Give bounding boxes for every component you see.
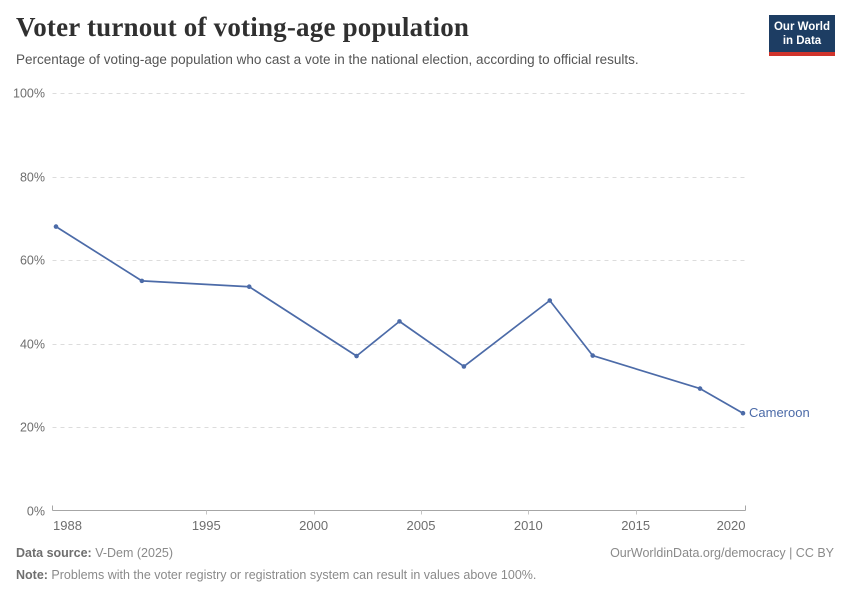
x-tick-label: 2010 [514, 518, 543, 533]
owid-logo-stripe [769, 52, 835, 56]
data-point[interactable] [590, 353, 596, 358]
data-line[interactable] [55, 225, 744, 415]
y-tick-label: 20% [20, 421, 45, 435]
page-title: Voter turnout of voting-age population [16, 12, 470, 42]
data-point[interactable] [740, 410, 746, 416]
footer-datasource-label: Data source: [16, 546, 92, 560]
footer-note-label: Note: [16, 568, 48, 582]
x-tick-label: 1995 [192, 518, 221, 533]
data-point[interactable] [461, 364, 467, 369]
owid-logo-line1: Our World [773, 21, 830, 33]
footer-note: Note: Problems with the voter registry o… [16, 568, 536, 582]
footer-note-text: Problems with the voter registry or regi… [47, 568, 537, 582]
x-tick-label: 2000 [299, 518, 328, 533]
x-tick-label: 2015 [621, 518, 650, 533]
x-tick-label: 2020 [717, 518, 746, 533]
chart-subtitle: Percentage of voting-age population who … [16, 52, 639, 67]
data-point[interactable] [547, 298, 553, 303]
footer-row-1: Data source: V-Dem (2025) OurWorldinData… [16, 546, 834, 560]
owid-logo-text: Our World in Data [769, 15, 835, 52]
data-point[interactable] [354, 353, 359, 359]
footer-attribution: OurWorldinData.org/democracy | CC BY [610, 546, 834, 560]
data-point[interactable] [246, 284, 252, 290]
x-tick-label: 2005 [407, 518, 436, 533]
y-tick-label: 40% [20, 338, 45, 352]
y-tick-label: 60% [20, 254, 45, 268]
y-tick-label: 100% [13, 87, 45, 101]
data-point[interactable] [53, 224, 59, 229]
x-tick-label: 1988 [53, 518, 82, 533]
data-point[interactable] [139, 278, 145, 284]
y-tick-label: 0% [27, 505, 45, 519]
y-tick-label: 80% [20, 171, 45, 185]
data-point[interactable] [397, 319, 402, 324]
footer-datasource-value: V-Dem (2025) [91, 546, 174, 560]
owid-logo-line2: in Data [782, 35, 822, 47]
series-label-cameroon[interactable]: Cameroon [749, 405, 810, 421]
owid-logo: Our World in Data [769, 15, 835, 56]
footer-datasource: Data source: V-Dem (2025) [16, 546, 173, 560]
data-point[interactable] [697, 386, 703, 391]
